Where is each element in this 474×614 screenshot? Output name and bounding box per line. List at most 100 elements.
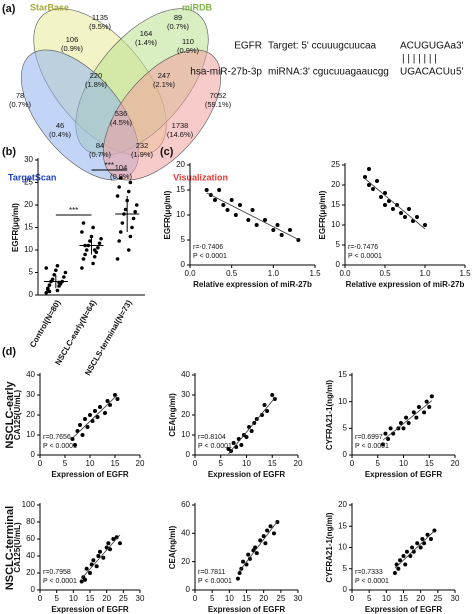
- trend-line: [237, 521, 278, 574]
- point: [265, 528, 270, 533]
- x-tick-label: Control(N=80): [28, 298, 63, 349]
- point: [54, 268, 58, 273]
- point: [420, 537, 425, 541]
- point: [416, 405, 421, 409]
- point: [80, 230, 84, 234]
- point: [398, 558, 403, 563]
- x-tick-label: 0.0: [184, 269, 196, 278]
- point: [96, 554, 101, 558]
- x-tick-label: 15: [86, 594, 95, 603]
- row-label: NSCLC-early: [4, 381, 16, 449]
- x-tick-label: 5: [376, 459, 381, 468]
- venn-percent: (0.9%): [177, 46, 200, 55]
- point: [414, 415, 419, 420]
- point: [88, 413, 92, 417]
- point: [88, 239, 92, 243]
- alignment-mirna-seed: UGACACUu: [400, 67, 456, 78]
- y-tick-label: 0: [336, 260, 341, 269]
- point: [271, 531, 276, 536]
- point: [415, 215, 419, 219]
- stat-annotation: r=0.7811: [198, 569, 225, 576]
- point: [117, 185, 121, 189]
- panel-label: (a): [2, 3, 16, 15]
- point: [424, 399, 429, 404]
- point: [93, 409, 97, 413]
- y-axis-label: CA125(U/mL): [13, 522, 22, 573]
- venn-percent: (1.9%): [131, 150, 154, 159]
- y-tick-label: 30: [181, 390, 190, 399]
- point: [130, 225, 134, 230]
- x-tick-label: 0: [350, 594, 355, 603]
- venn-percent: (0.4%): [49, 130, 72, 139]
- y-tick-label: 100: [22, 500, 36, 509]
- point: [90, 419, 95, 423]
- point: [115, 194, 120, 198]
- point: [94, 564, 99, 569]
- y-tick-label: 10: [181, 430, 190, 439]
- stat-annotation: r=0.8104: [198, 434, 226, 441]
- y-tick-label: 10: [24, 245, 33, 254]
- y-tick-label: 5: [343, 423, 348, 432]
- trend-line: [382, 400, 433, 441]
- point: [406, 421, 411, 425]
- point: [213, 198, 217, 202]
- venn-count: 164: [140, 29, 153, 38]
- x-tick-label: 0.5: [226, 269, 238, 278]
- point: [411, 549, 416, 554]
- x-tick-label: 15: [399, 594, 408, 603]
- alignment-target-end: 3': [456, 41, 464, 52]
- x-axis-label: Expression of EGFR: [365, 470, 443, 479]
- point: [85, 425, 90, 429]
- x-tick-label: 0: [38, 594, 43, 603]
- point: [81, 257, 86, 261]
- y-axis-label: CYFRA21-1(ng/ml): [325, 380, 334, 451]
- y-tick-label: 10: [338, 397, 347, 406]
- point: [265, 409, 270, 413]
- x-tick-label: 25: [276, 594, 285, 603]
- x-axis-label: Expression of EGFR: [208, 605, 286, 614]
- point: [101, 555, 106, 560]
- alignment-target-seed: ACUGUGAa: [400, 41, 457, 52]
- x-tick-label: 15: [425, 459, 434, 468]
- venn-count: 46: [56, 121, 64, 130]
- x-tick-label: 0: [38, 459, 43, 468]
- y-tick-label: 0: [31, 450, 36, 459]
- significance-label: ***: [69, 206, 78, 215]
- x-tick-label: 5: [367, 594, 372, 603]
- point: [70, 437, 75, 441]
- y-tick-label: 5: [343, 564, 348, 573]
- x-tick-label: 1.0: [419, 269, 431, 278]
- point: [363, 175, 367, 179]
- point: [391, 207, 395, 211]
- y-tick-label: 0: [29, 290, 34, 299]
- point: [367, 167, 371, 171]
- point: [386, 437, 391, 441]
- x-axis-label: Expression of EGFR: [51, 605, 129, 614]
- y-tick-label: 30: [26, 390, 35, 399]
- x-tick-label: 20: [136, 459, 145, 468]
- stat-annotation: P < 0.0001: [193, 253, 227, 260]
- y-tick-label: 20: [26, 410, 35, 419]
- point: [63, 270, 68, 275]
- point: [131, 216, 136, 221]
- point: [73, 443, 77, 447]
- x-tick-label: 0.5: [379, 269, 391, 278]
- point: [84, 248, 89, 252]
- y-tick-label: 20: [176, 160, 185, 169]
- point: [83, 577, 87, 582]
- alignment-pairs: | | | | | | |: [402, 54, 437, 65]
- point: [98, 405, 102, 409]
- point: [95, 415, 100, 419]
- y-tick-label: 60: [181, 500, 190, 509]
- point: [399, 211, 403, 215]
- point: [118, 541, 122, 546]
- point: [108, 547, 112, 552]
- venn-count: 110: [182, 37, 194, 46]
- point: [388, 426, 393, 431]
- x-tick-label: 15: [111, 459, 120, 468]
- venn-count: 78: [16, 91, 24, 100]
- point: [375, 179, 379, 183]
- point: [401, 554, 406, 558]
- y-tick-label: 0: [186, 585, 191, 594]
- venn-percent: (0.7%): [167, 22, 190, 31]
